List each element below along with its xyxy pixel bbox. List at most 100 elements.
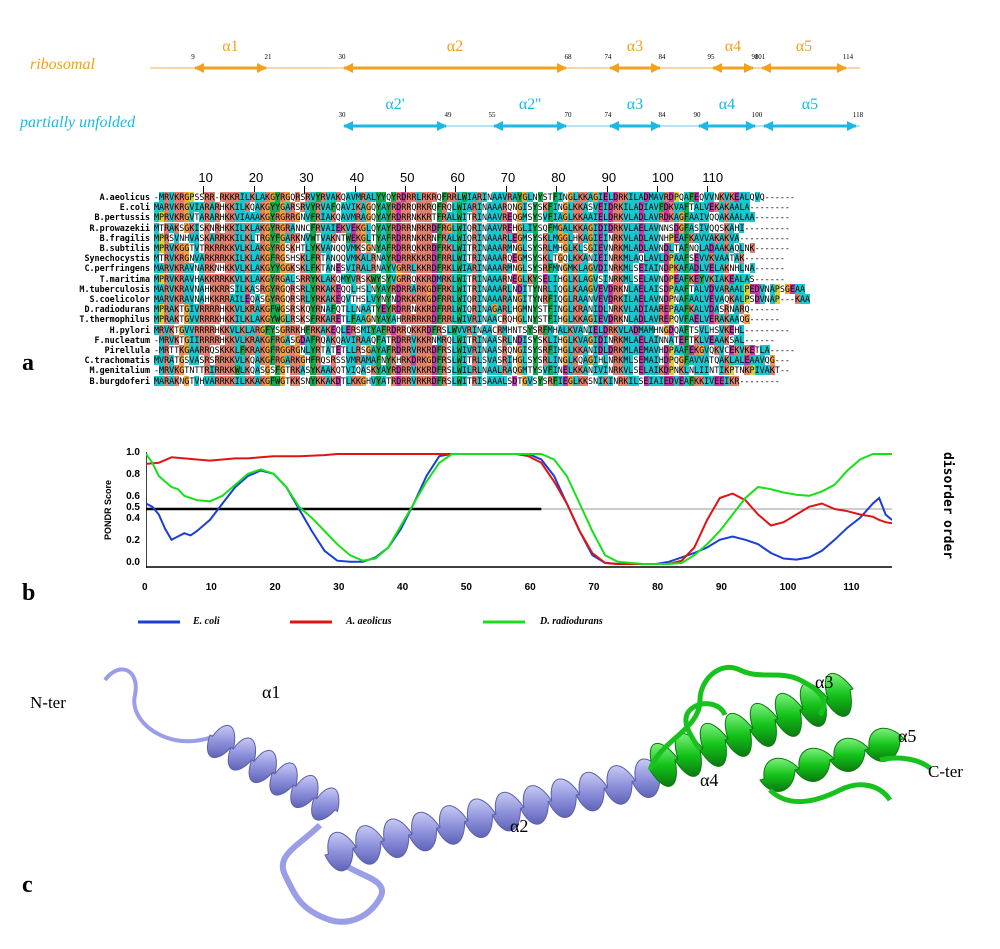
unfolded-title: partially unfolded xyxy=(20,114,136,131)
protein-structure: N-ter α1 α2 α3 α4 α5 C-ter xyxy=(30,664,963,925)
ruler-tick-mark xyxy=(253,186,255,194)
sequence: MARAKNGTVHVARRKKILKKAKGFWGTKKSNYKKAKDTLK… xyxy=(154,375,780,386)
organism-name: A.aeolicus xyxy=(99,192,150,202)
sequence: -MRTTKGAARRQSKKKLFKRAKGFRGGRGNLYRTATETLL… xyxy=(154,345,795,355)
unfolded-helix-end: 84 xyxy=(658,111,666,119)
ruler-tick-mark xyxy=(556,186,558,194)
ruler-tick: 60 xyxy=(450,170,465,185)
x-tick-label: 50 xyxy=(460,582,472,593)
ribosomal-helix-start: 74 xyxy=(604,53,612,61)
unfolded-helix-end: 49 xyxy=(444,111,452,119)
order-label: order xyxy=(940,520,955,560)
legend-aaeolicus: A. aeolicus xyxy=(346,616,392,627)
sequence: -MRVKGTNTTRIRRKKWLKQASGSFGTRKASYKAAKQTVI… xyxy=(154,365,790,376)
helix-turn xyxy=(324,831,358,872)
ribosomal-helix-end: 68 xyxy=(564,53,572,61)
loop-a1-a2 xyxy=(279,822,385,925)
helix-alpha1 xyxy=(206,724,340,821)
ruler-tick-mark xyxy=(455,186,457,194)
ruler-tick: 10 xyxy=(198,170,213,185)
label-alpha2: α2 xyxy=(510,816,528,836)
sequence: MRVKTGVVRRRRHKKVLKLARGFYSGRRKHFRKAKEQLER… xyxy=(154,324,790,335)
legend-swatches xyxy=(138,620,525,624)
sequence: MPRAKTGIVRRRRHKKVLKRAKGFWGSRSKQYRNAFQTLL… xyxy=(154,304,780,315)
x-tick-label: 0 xyxy=(142,582,148,593)
sequence: MPRAKTGVVRRRKHKKILKLAKGYWGLRSKSFRKARETLF… xyxy=(154,314,780,325)
label-nter: N-ter xyxy=(30,693,66,712)
helix-turn xyxy=(463,798,497,838)
pondr-plot xyxy=(146,452,892,568)
organism-name: B.subtilis xyxy=(99,243,150,253)
helix-turn xyxy=(699,722,729,767)
helix-turn xyxy=(759,757,801,792)
ruler-tick-mark xyxy=(657,186,658,194)
unfolded-helix-name: α2' xyxy=(385,96,405,113)
x-tick-label: 100 xyxy=(779,582,797,593)
organism-name: E.coli xyxy=(119,202,150,213)
organism-name: M.genitalium xyxy=(89,365,150,376)
sequence: -MRVKTGIIRRRRHKKVLKRAKGFRGASGDAFRQAKQAVI… xyxy=(154,334,775,345)
unfolded-helix-end: 70 xyxy=(564,111,572,119)
y-tick-label: 1.0 xyxy=(126,447,140,458)
sequence: MVRATGSVASRSRRKKVLKQAKGFRGARKGHFRQSRSSVM… xyxy=(154,355,790,366)
panel-a-label: a xyxy=(22,350,34,376)
n-terminal-coil xyxy=(103,667,216,744)
series-line-2 xyxy=(146,453,892,565)
ruler-tick-mark xyxy=(505,186,507,194)
ruler-tick: 100 xyxy=(652,170,674,185)
helix-turn xyxy=(352,825,385,865)
x-tick-label: 40 xyxy=(397,582,409,593)
legend-dradiodurans: D. radiodurans xyxy=(540,616,603,627)
unfolded-helix-end: 118 xyxy=(852,111,864,119)
ribosomal-helix-end: 114 xyxy=(842,53,854,61)
x-tick-label: 30 xyxy=(333,582,345,593)
sequence: MPRSVNHVASKARRKKILKLTRGYFGARKNVWTVAKNTWE… xyxy=(154,232,790,243)
helix-turn xyxy=(864,727,906,762)
ruler-tick: 30 xyxy=(299,170,314,185)
organism-name: T.maritima xyxy=(99,273,150,284)
unfolded-helix-start: 90 xyxy=(693,111,701,119)
sequence: MTRAKSGKISKNRHKKILKLAKGYRGRANNCFRVAIEKVE… xyxy=(154,222,790,233)
helix-turn xyxy=(794,747,836,782)
y-tick-label: 0.6 xyxy=(126,491,140,502)
x-tick-label: 20 xyxy=(269,582,281,593)
green-loops xyxy=(647,664,932,805)
ruler-tick-mark xyxy=(354,186,356,194)
sequence-alignment: 10 20 30 40 50 60 70 80 90 100 110 A.aeolicus -MRVK… xyxy=(38,170,978,386)
ribosomal-helix-start: 9 xyxy=(191,53,195,61)
helix-turn xyxy=(575,771,609,812)
ribosomal-helix-name: α2 xyxy=(446,38,464,55)
unfolded-helix-name: α4 xyxy=(718,96,736,113)
sequence: MTRVKRGNVARKRRKKILKLAKGFRGSHSKLFRTANQQVM… xyxy=(154,253,785,264)
ribosomal-helix-start: 30 xyxy=(338,53,346,61)
disorder-label: disorder xyxy=(940,452,955,515)
ruler-tick: 90 xyxy=(601,170,617,185)
organism-name: H.pylori xyxy=(109,324,150,335)
x-tick-label: 90 xyxy=(715,582,727,593)
alignment-ruler: 10 20 30 40 50 60 70 80 90 100 110 xyxy=(38,170,978,194)
sequence: MARVKRAVNARKNHKKVLKLAKGYYGGKSKLFKTANESVI… xyxy=(154,263,785,274)
helix-alpha2 xyxy=(324,758,665,872)
sequence: MARVKRGVIARARHKKILKQAKGYYGARSRVYRVAFQAVI… xyxy=(154,202,790,213)
ribosomal-helix-start: 95 xyxy=(707,53,715,61)
organism-name: S.coelicolor xyxy=(89,294,150,304)
unfolded-helix-end: 100 xyxy=(751,111,763,119)
ribosomal-helix-end: 84 xyxy=(658,53,666,61)
sequence: MARVKRAVNAHKKRRSILKASRGYRGQRSRLYRKAKEQQL… xyxy=(154,283,806,294)
y-tick-label: 0.8 xyxy=(126,469,140,480)
sequence: MPRVKRGVTARARHKKVIAAAKGYRGRRGNVFRIAKQAVM… xyxy=(154,212,790,223)
ruler-tick-mark xyxy=(606,186,608,194)
ruler-tick-mark xyxy=(304,186,306,194)
organism-name: Synechocystis xyxy=(84,253,150,264)
helix-turn xyxy=(749,702,779,747)
organism-name: B.pertussis xyxy=(94,212,150,223)
ribosomal-helix-name: α3 xyxy=(626,38,644,55)
organism-name: D.radiodurans xyxy=(84,304,150,315)
label-alpha5: α5 xyxy=(898,726,916,746)
unfolded-helix-name: α3 xyxy=(626,96,644,113)
ruler-tick: 20 xyxy=(248,170,264,185)
sequence: MPRVKRAVHAKKRRKKVLKLAKGYRGALSRRYKLAKQMYV… xyxy=(154,273,785,284)
ruler-tick: 70 xyxy=(500,170,516,185)
y-tick-label: 0.2 xyxy=(126,535,140,546)
helix-turn xyxy=(774,692,804,737)
